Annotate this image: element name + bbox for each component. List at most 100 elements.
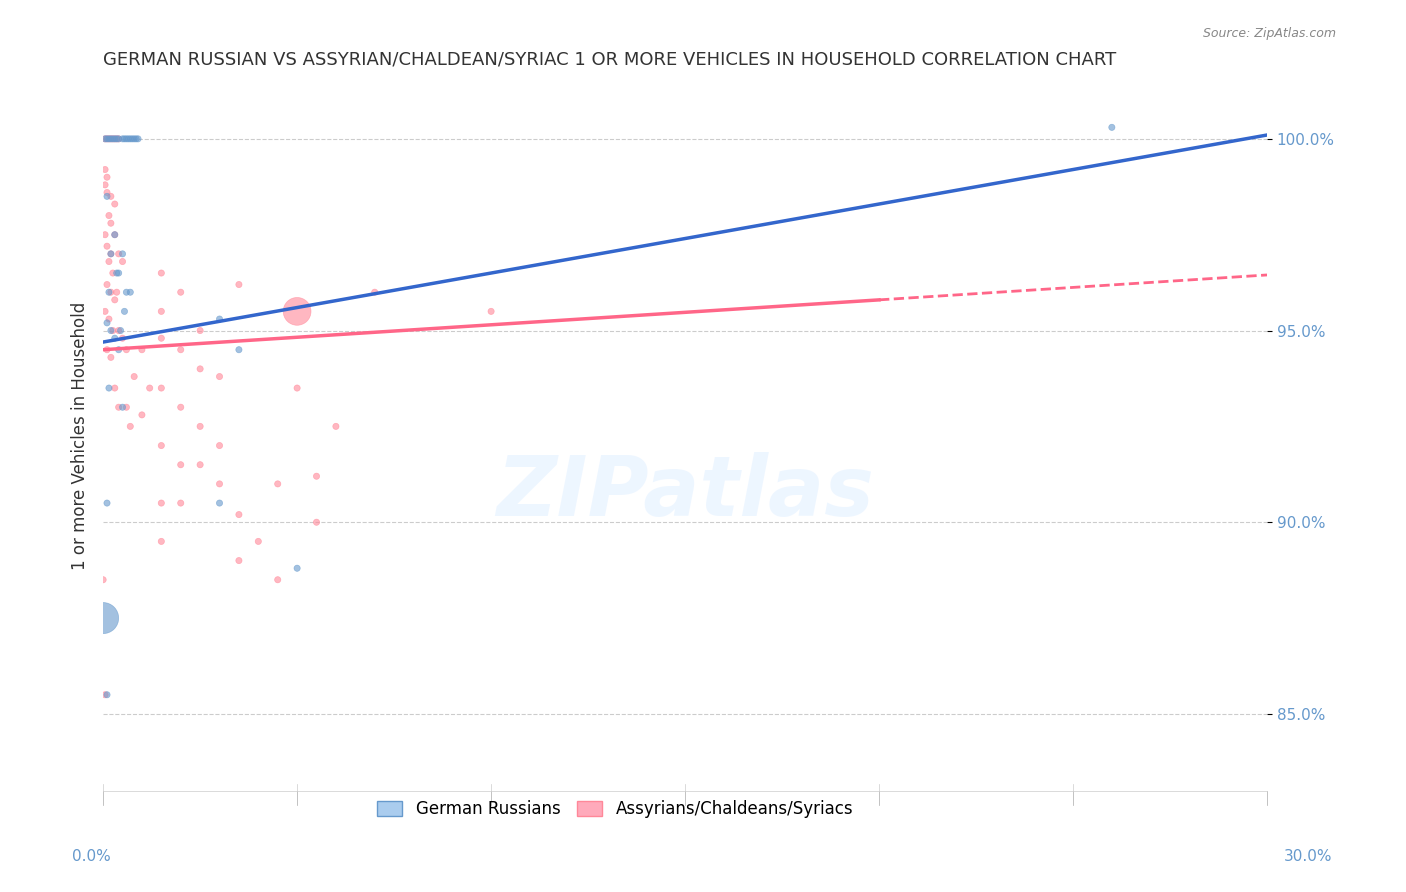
Point <box>188 324 211 338</box>
Point <box>94 132 117 146</box>
Point <box>100 285 122 300</box>
Point <box>114 132 136 146</box>
Point <box>96 239 118 253</box>
Point <box>97 132 120 146</box>
Point <box>97 285 120 300</box>
Point <box>101 132 124 146</box>
Point <box>208 369 231 384</box>
Point <box>96 688 118 702</box>
Point <box>107 343 129 357</box>
Point <box>208 439 231 453</box>
Y-axis label: 1 or more Vehicles in Household: 1 or more Vehicles in Household <box>72 301 89 570</box>
Point <box>150 534 173 549</box>
Point <box>131 408 153 422</box>
Point <box>228 508 250 522</box>
Point <box>121 132 143 146</box>
Point <box>100 247 122 261</box>
Point <box>96 132 118 146</box>
Point <box>115 343 138 357</box>
Point <box>96 186 118 200</box>
Point <box>150 304 173 318</box>
Point <box>228 553 250 567</box>
Point <box>101 266 124 280</box>
Point <box>104 331 127 345</box>
Point <box>96 277 118 292</box>
Point <box>188 458 211 472</box>
Point <box>110 324 132 338</box>
Point <box>111 331 134 345</box>
Point <box>107 324 129 338</box>
Point <box>107 247 129 261</box>
Point <box>94 227 117 242</box>
Point <box>104 293 127 307</box>
Text: 30.0%: 30.0% <box>1284 849 1331 863</box>
Point <box>208 496 231 510</box>
Point <box>105 132 128 146</box>
Point <box>131 343 153 357</box>
Point <box>325 419 347 434</box>
Point <box>97 312 120 326</box>
Point <box>100 351 122 365</box>
Point <box>105 266 128 280</box>
Point <box>1101 120 1123 135</box>
Point <box>170 343 193 357</box>
Point <box>150 496 173 510</box>
Point <box>107 132 129 146</box>
Point <box>91 611 114 625</box>
Point <box>94 688 117 702</box>
Point <box>97 209 120 223</box>
Point <box>100 132 122 146</box>
Point <box>114 304 136 318</box>
Point <box>107 401 129 415</box>
Point <box>285 561 308 575</box>
Point <box>111 254 134 268</box>
Point <box>228 277 250 292</box>
Point <box>94 132 117 146</box>
Point <box>96 189 118 203</box>
Point <box>479 304 502 318</box>
Point <box>97 132 120 146</box>
Legend: German Russians, Assyrians/Chaldeans/Syriacs: German Russians, Assyrians/Chaldeans/Syr… <box>371 794 860 825</box>
Point <box>96 170 118 185</box>
Point <box>115 132 138 146</box>
Point <box>94 162 117 177</box>
Point <box>100 247 122 261</box>
Point <box>107 132 129 146</box>
Point <box>100 132 122 146</box>
Point <box>117 132 139 146</box>
Point <box>305 515 328 529</box>
Point <box>267 573 290 587</box>
Point <box>104 227 127 242</box>
Point <box>96 132 118 146</box>
Point <box>115 401 138 415</box>
Point <box>285 381 308 395</box>
Point <box>170 496 193 510</box>
Point <box>150 439 173 453</box>
Point <box>120 132 142 146</box>
Point <box>138 381 160 395</box>
Point <box>91 573 114 587</box>
Point <box>364 285 387 300</box>
Point <box>111 132 134 146</box>
Point <box>104 132 127 146</box>
Text: GERMAN RUSSIAN VS ASSYRIAN/CHALDEAN/SYRIAC 1 OR MORE VEHICLES IN HOUSEHOLD CORRE: GERMAN RUSSIAN VS ASSYRIAN/CHALDEAN/SYRI… <box>103 51 1116 69</box>
Point <box>104 227 127 242</box>
Point <box>208 312 231 326</box>
Point <box>122 369 145 384</box>
Point <box>120 285 142 300</box>
Point <box>125 132 148 146</box>
Point <box>101 132 124 146</box>
Point <box>150 381 173 395</box>
Point <box>150 266 173 280</box>
Point <box>267 476 290 491</box>
Point <box>208 476 231 491</box>
Point <box>94 304 117 318</box>
Point <box>104 132 127 146</box>
Point <box>96 343 118 357</box>
Point <box>150 331 173 345</box>
Point <box>122 132 145 146</box>
Point <box>97 254 120 268</box>
Point <box>101 324 124 338</box>
Point <box>115 285 138 300</box>
Point <box>170 458 193 472</box>
